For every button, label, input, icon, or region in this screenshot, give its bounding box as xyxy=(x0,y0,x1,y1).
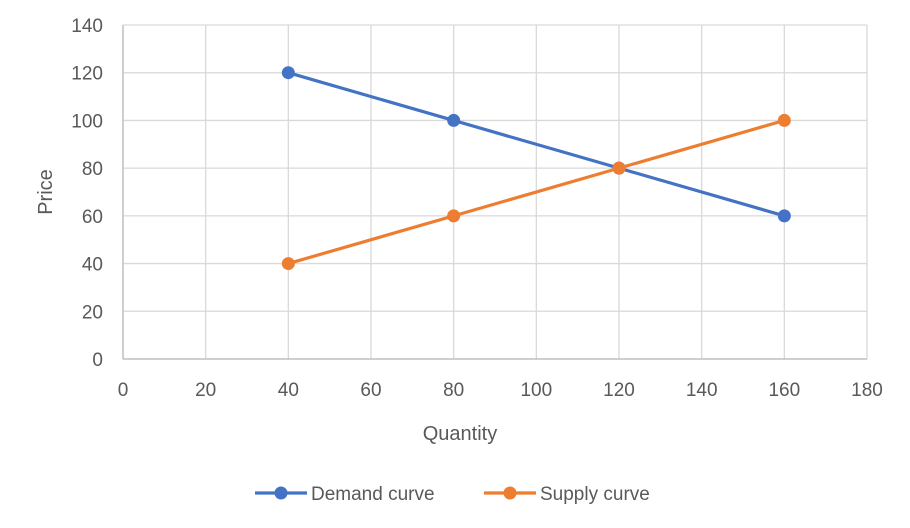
legend-label: Supply curve xyxy=(540,484,650,505)
x-tick-label: 80 xyxy=(443,380,464,401)
x-tick-label: 40 xyxy=(278,380,299,401)
y-tick-label: 100 xyxy=(71,111,103,132)
x-tick-label: 140 xyxy=(686,380,718,401)
demand-curve-point xyxy=(281,66,295,80)
y-tick-label: 20 xyxy=(82,302,103,323)
series-layer xyxy=(281,66,791,271)
demand-curve-point xyxy=(447,113,461,127)
x-tick-label: 20 xyxy=(195,380,216,401)
supply-curve-series xyxy=(281,113,791,271)
x-tick-label: 100 xyxy=(520,380,552,401)
legend: Demand curve Supply curve xyxy=(255,484,650,505)
demand-curve-line xyxy=(286,71,786,218)
y-axis-title: Price xyxy=(35,169,57,215)
y-tick-label: 140 xyxy=(71,16,103,37)
supply-curve-line xyxy=(286,118,786,266)
y-tick-label: 40 xyxy=(82,255,103,276)
y-tick-label: 0 xyxy=(92,350,103,371)
legend-item-demand-curve: Demand curve xyxy=(255,484,435,505)
x-tick-label: 180 xyxy=(851,380,883,401)
y-tick-label: 60 xyxy=(82,207,103,228)
x-tick-label: 120 xyxy=(603,380,635,401)
supply-curve-point xyxy=(281,257,295,271)
axis-layer xyxy=(122,25,867,360)
x-tick-label: 0 xyxy=(118,380,129,401)
supply-curve-point xyxy=(777,113,791,127)
demand-curve-point xyxy=(777,209,791,223)
legend-item-supply-curve: Supply curve xyxy=(484,484,650,505)
legend-swatch-marker xyxy=(274,486,288,500)
x-tick-label: 160 xyxy=(768,380,800,401)
legend-label: Demand curve xyxy=(311,484,435,505)
legend-swatch-marker xyxy=(503,486,517,500)
y-tick-label: 80 xyxy=(82,159,103,180)
grid-layer xyxy=(123,24,868,359)
ticks-layer: 0 20 40 60 80 100 120 140 160 180 0 20 40 60 80 100 120 1… xyxy=(71,16,883,401)
supply-curve-point xyxy=(612,161,626,175)
supply-curve-point xyxy=(447,209,461,223)
x-tick-label: 60 xyxy=(360,380,381,401)
y-tick-label: 120 xyxy=(71,64,103,85)
x-axis-title: Quantity xyxy=(423,423,497,445)
